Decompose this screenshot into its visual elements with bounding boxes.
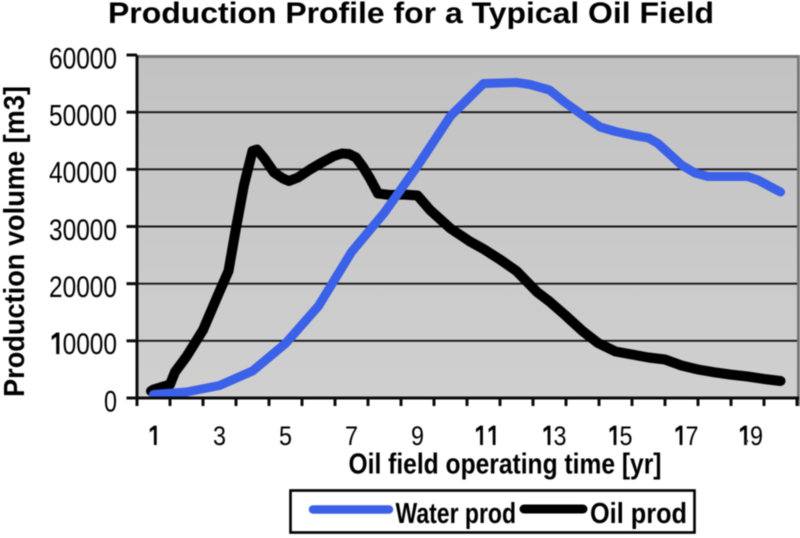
svg-text:7: 7 [345,421,358,451]
svg-text:Oil prod: Oil prod [590,498,687,530]
svg-text:Production Profile for a Typic: Production Profile for a Typical Oil Fie… [108,0,714,30]
svg-text:20000: 20000 [49,271,117,304]
svg-text:3: 3 [554,421,567,451]
svg-text:30000: 30000 [49,214,117,247]
svg-text:Oil field operating time [yr]: Oil field operating time [yr] [349,449,662,481]
svg-text:7: 7 [686,421,699,451]
svg-text:5: 5 [279,421,292,451]
svg-text:0: 0 [104,385,117,418]
svg-text:40000: 40000 [49,157,117,190]
svg-text:3: 3 [213,421,226,451]
svg-text:9: 9 [411,421,424,451]
svg-text:Production volume [m3]: Production volume [m3] [0,86,31,397]
svg-text:0000: 0000 [63,328,117,361]
svg-text:9: 9 [750,421,763,451]
svg-text:Water prod: Water prod [396,498,517,530]
svg-text:5: 5 [620,421,633,451]
svg-text:50000: 50000 [49,100,117,133]
svg-text:60000: 60000 [49,42,117,75]
